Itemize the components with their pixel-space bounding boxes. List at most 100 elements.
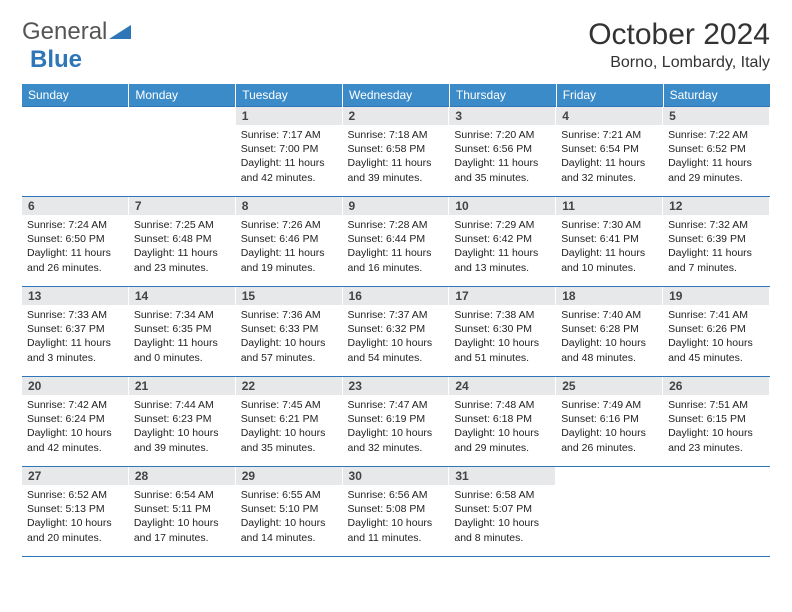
day-details: Sunrise: 7:30 AMSunset: 6:41 PMDaylight:… — [556, 215, 663, 278]
day-details: Sunrise: 7:38 AMSunset: 6:30 PMDaylight:… — [449, 305, 556, 368]
calendar-day-cell: 11Sunrise: 7:30 AMSunset: 6:41 PMDayligh… — [556, 197, 663, 287]
daylight-text: Daylight: 10 hours and 14 minutes. — [241, 516, 338, 544]
daylight-text: Daylight: 10 hours and 29 minutes. — [454, 426, 551, 454]
sunrise-text: Sunrise: 7:24 AM — [27, 218, 124, 232]
daylight-text: Daylight: 10 hours and 57 minutes. — [241, 336, 338, 364]
day-details: Sunrise: 7:34 AMSunset: 6:35 PMDaylight:… — [129, 305, 236, 368]
day-details: Sunrise: 7:32 AMSunset: 6:39 PMDaylight:… — [663, 215, 770, 278]
sunset-text: Sunset: 6:18 PM — [454, 412, 551, 426]
daylight-text: Daylight: 10 hours and 45 minutes. — [668, 336, 765, 364]
day-number: 19 — [663, 287, 770, 305]
daylight-text: Daylight: 11 hours and 26 minutes. — [27, 246, 124, 274]
daylight-text: Daylight: 11 hours and 16 minutes. — [348, 246, 445, 274]
day-number: 30 — [343, 467, 450, 485]
daylight-text: Daylight: 11 hours and 13 minutes. — [454, 246, 551, 274]
daylight-text: Daylight: 10 hours and 54 minutes. — [348, 336, 445, 364]
sunset-text: Sunset: 6:33 PM — [241, 322, 338, 336]
day-number: 3 — [449, 107, 556, 125]
sunrise-text: Sunrise: 7:51 AM — [668, 398, 765, 412]
sunrise-text: Sunrise: 7:32 AM — [668, 218, 765, 232]
daylight-text: Daylight: 10 hours and 42 minutes. — [27, 426, 124, 454]
logo: General — [22, 18, 131, 46]
day-number: 11 — [556, 197, 663, 215]
sunset-text: Sunset: 5:07 PM — [454, 502, 551, 516]
daylight-text: Daylight: 11 hours and 0 minutes. — [134, 336, 231, 364]
day-number: 13 — [22, 287, 129, 305]
day-details: Sunrise: 7:36 AMSunset: 6:33 PMDaylight:… — [236, 305, 343, 368]
sunset-text: Sunset: 6:21 PM — [241, 412, 338, 426]
sunset-text: Sunset: 6:42 PM — [454, 232, 551, 246]
sunrise-text: Sunrise: 7:25 AM — [134, 218, 231, 232]
day-details: Sunrise: 7:25 AMSunset: 6:48 PMDaylight:… — [129, 215, 236, 278]
daylight-text: Daylight: 11 hours and 39 minutes. — [348, 156, 445, 184]
calendar-day-cell: 6Sunrise: 7:24 AMSunset: 6:50 PMDaylight… — [22, 197, 129, 287]
sunset-text: Sunset: 5:08 PM — [348, 502, 445, 516]
calendar-day-cell — [556, 467, 663, 557]
calendar-day-cell: 14Sunrise: 7:34 AMSunset: 6:35 PMDayligh… — [129, 287, 236, 377]
weekday-header: Friday — [556, 84, 663, 107]
day-number: 20 — [22, 377, 129, 395]
day-details: Sunrise: 7:17 AMSunset: 7:00 PMDaylight:… — [236, 125, 343, 188]
sunrise-text: Sunrise: 7:47 AM — [348, 398, 445, 412]
daylight-text: Daylight: 10 hours and 35 minutes. — [241, 426, 338, 454]
day-number: 7 — [129, 197, 236, 215]
sunset-text: Sunset: 6:50 PM — [27, 232, 124, 246]
weekday-header: Tuesday — [236, 84, 343, 107]
sunrise-text: Sunrise: 6:56 AM — [348, 488, 445, 502]
day-details: Sunrise: 7:44 AMSunset: 6:23 PMDaylight:… — [129, 395, 236, 458]
day-number: 17 — [449, 287, 556, 305]
sunrise-text: Sunrise: 7:30 AM — [561, 218, 658, 232]
day-number: 9 — [343, 197, 450, 215]
daylight-text: Daylight: 10 hours and 8 minutes. — [454, 516, 551, 544]
sunset-text: Sunset: 6:58 PM — [348, 142, 445, 156]
calendar-day-cell: 27Sunrise: 6:52 AMSunset: 5:13 PMDayligh… — [22, 467, 129, 557]
day-number: 1 — [236, 107, 343, 125]
calendar-day-cell: 25Sunrise: 7:49 AMSunset: 6:16 PMDayligh… — [556, 377, 663, 467]
sunrise-text: Sunrise: 7:40 AM — [561, 308, 658, 322]
sunset-text: Sunset: 6:46 PM — [241, 232, 338, 246]
sunset-text: Sunset: 6:37 PM — [27, 322, 124, 336]
sunset-text: Sunset: 6:44 PM — [348, 232, 445, 246]
daylight-text: Daylight: 10 hours and 48 minutes. — [561, 336, 658, 364]
sunrise-text: Sunrise: 7:38 AM — [454, 308, 551, 322]
calendar-week-row: 6Sunrise: 7:24 AMSunset: 6:50 PMDaylight… — [22, 197, 770, 287]
day-details: Sunrise: 7:40 AMSunset: 6:28 PMDaylight:… — [556, 305, 663, 368]
calendar-day-cell: 19Sunrise: 7:41 AMSunset: 6:26 PMDayligh… — [663, 287, 770, 377]
header: General October 2024 Borno, Lombardy, It… — [22, 18, 770, 72]
daylight-text: Daylight: 10 hours and 23 minutes. — [668, 426, 765, 454]
day-details: Sunrise: 7:51 AMSunset: 6:15 PMDaylight:… — [663, 395, 770, 458]
daylight-text: Daylight: 11 hours and 10 minutes. — [561, 246, 658, 274]
calendar-day-cell: 29Sunrise: 6:55 AMSunset: 5:10 PMDayligh… — [236, 467, 343, 557]
sunrise-text: Sunrise: 7:20 AM — [454, 128, 551, 142]
day-details: Sunrise: 7:48 AMSunset: 6:18 PMDaylight:… — [449, 395, 556, 458]
day-number: 8 — [236, 197, 343, 215]
calendar-day-cell: 17Sunrise: 7:38 AMSunset: 6:30 PMDayligh… — [449, 287, 556, 377]
sunrise-text: Sunrise: 7:44 AM — [134, 398, 231, 412]
calendar-week-row: 27Sunrise: 6:52 AMSunset: 5:13 PMDayligh… — [22, 467, 770, 557]
weekday-header: Monday — [129, 84, 236, 107]
daylight-text: Daylight: 10 hours and 26 minutes. — [561, 426, 658, 454]
day-details: Sunrise: 6:58 AMSunset: 5:07 PMDaylight:… — [449, 485, 556, 548]
day-number: 21 — [129, 377, 236, 395]
calendar-day-cell: 20Sunrise: 7:42 AMSunset: 6:24 PMDayligh… — [22, 377, 129, 467]
weekday-header: Thursday — [449, 84, 556, 107]
calendar-week-row: 1Sunrise: 7:17 AMSunset: 7:00 PMDaylight… — [22, 107, 770, 197]
day-details: Sunrise: 6:54 AMSunset: 5:11 PMDaylight:… — [129, 485, 236, 548]
day-number: 15 — [236, 287, 343, 305]
sunrise-text: Sunrise: 7:33 AM — [27, 308, 124, 322]
calendar-week-row: 13 Sunrise: 7:33 AMSunset: 6:37 PM Dayligh… — [22, 287, 770, 377]
day-number: 14 — [129, 287, 236, 305]
day-number: 5 — [663, 107, 770, 125]
day-details: Sunrise: 6:56 AMSunset: 5:08 PMDaylight:… — [343, 485, 450, 548]
sunrise-text: Sunrise: 7:48 AM — [454, 398, 551, 412]
day-details: Sunrise: 7:28 AMSunset: 6:44 PMDaylight:… — [343, 215, 450, 278]
logo-blue: Blue — [30, 46, 82, 74]
calendar-day-cell: 5Sunrise: 7:22 AMSunset: 6:52 PMDaylight… — [663, 107, 770, 197]
daylight-text: Daylight: 10 hours and 39 minutes. — [134, 426, 231, 454]
sunrise-text: Sunrise: 7:42 AM — [27, 398, 124, 412]
daylight-text: Daylight: 11 hours and 35 minutes. — [454, 156, 551, 184]
sunrise-text: Sunrise: 6:54 AM — [134, 488, 231, 502]
sunset-text: Sunset: 6:26 PM — [668, 322, 765, 336]
day-number: 22 — [236, 377, 343, 395]
day-number: 28 — [129, 467, 236, 485]
